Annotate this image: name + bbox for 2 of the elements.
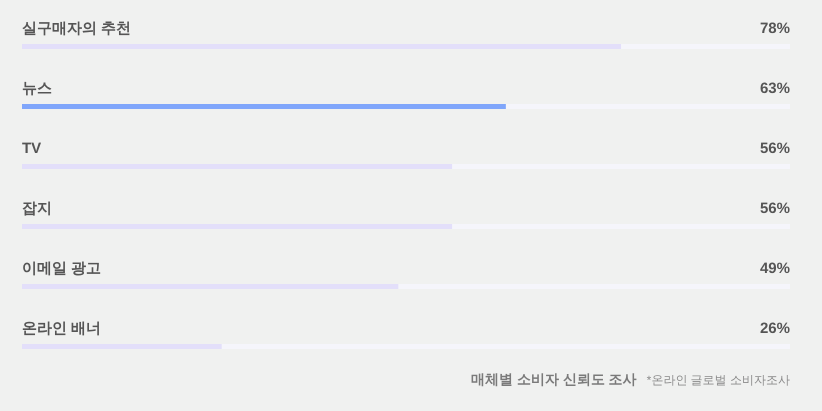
annotation: *온라인 글로벌 소비자조사 xyxy=(646,373,790,387)
title: 매체별 소비자 신뢰도 조사 xyxy=(470,371,637,387)
